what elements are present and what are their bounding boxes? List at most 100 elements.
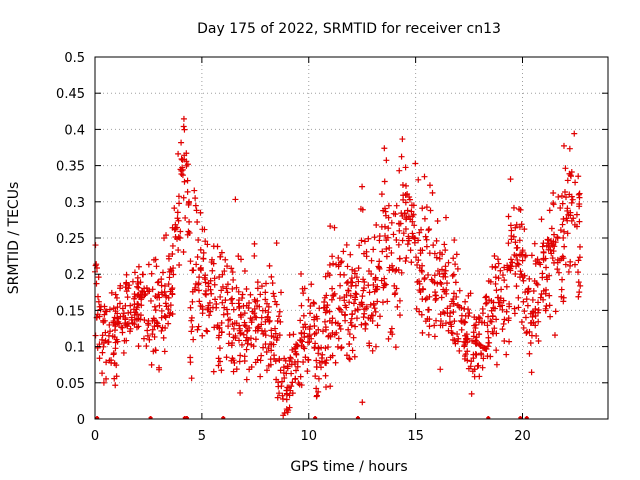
data-point xyxy=(335,335,342,342)
data-point xyxy=(230,325,237,332)
data-point xyxy=(156,302,163,309)
data-point xyxy=(539,243,546,250)
data-point xyxy=(442,247,449,254)
data-point xyxy=(518,251,525,258)
data-point xyxy=(370,301,377,308)
y-tick-label: 0.05 xyxy=(56,377,85,392)
data-point xyxy=(268,273,275,280)
data-point xyxy=(331,331,338,338)
data-point xyxy=(171,205,178,212)
data-point xyxy=(568,217,575,224)
data-point xyxy=(131,269,138,276)
data-point xyxy=(226,331,233,338)
data-point xyxy=(322,273,329,280)
data-point xyxy=(402,225,409,232)
data-point xyxy=(392,211,399,218)
data-point xyxy=(194,218,201,225)
data-point xyxy=(172,221,179,228)
data-point xyxy=(440,273,447,280)
data-point xyxy=(363,248,370,255)
data-point xyxy=(147,297,154,304)
data-point xyxy=(120,349,127,356)
data-point xyxy=(293,367,300,374)
data-point xyxy=(361,306,368,313)
data-point xyxy=(286,357,293,364)
y-axis-label: SRMTID / TECUs xyxy=(6,182,22,295)
data-point xyxy=(159,324,166,331)
data-point xyxy=(516,237,523,244)
data-point xyxy=(233,366,240,373)
data-point xyxy=(383,237,390,244)
data-point xyxy=(352,290,359,297)
data-point xyxy=(398,153,405,160)
data-point xyxy=(280,412,287,419)
data-point xyxy=(306,332,313,339)
data-point xyxy=(322,372,329,379)
data-point xyxy=(110,351,117,358)
data-point xyxy=(414,278,421,285)
data-point xyxy=(372,343,379,350)
data-point xyxy=(265,362,272,369)
data-point xyxy=(103,359,110,366)
data-point xyxy=(482,294,489,301)
data-point xyxy=(430,242,437,249)
data-point xyxy=(175,193,182,200)
data-point xyxy=(175,217,182,224)
data-point xyxy=(503,308,510,315)
data-point xyxy=(497,267,504,274)
data-point xyxy=(385,225,392,232)
data-point xyxy=(393,202,400,209)
data-point xyxy=(558,192,565,199)
data-point xyxy=(332,359,339,366)
data-point xyxy=(356,242,363,249)
y-tick-label: 0.1 xyxy=(64,341,85,356)
data-point xyxy=(559,200,566,207)
data-point xyxy=(403,214,410,221)
data-point xyxy=(290,331,297,338)
data-point xyxy=(325,344,332,351)
data-point xyxy=(313,357,320,364)
data-point xyxy=(341,297,348,304)
data-point xyxy=(385,214,392,221)
data-point xyxy=(560,255,567,262)
data-point xyxy=(218,287,225,294)
data-point xyxy=(177,228,184,235)
chart-title: Day 175 of 2022, SRMTID for receiver cn1… xyxy=(197,21,501,37)
data-point xyxy=(417,247,424,254)
data-point xyxy=(398,210,405,217)
data-point xyxy=(238,256,245,263)
data-point xyxy=(501,277,508,284)
data-point xyxy=(347,251,354,258)
data-point xyxy=(520,324,527,331)
data-point xyxy=(169,242,176,249)
data-point xyxy=(561,189,568,196)
data-point xyxy=(294,363,301,370)
data-point xyxy=(439,322,446,329)
data-point xyxy=(124,294,131,301)
data-point xyxy=(221,304,228,311)
data-point xyxy=(265,303,272,310)
data-point xyxy=(236,322,243,329)
data-point xyxy=(341,312,348,319)
data-point xyxy=(385,202,392,209)
data-point xyxy=(366,342,373,349)
data-point xyxy=(577,282,584,289)
data-point xyxy=(365,235,372,242)
data-point xyxy=(537,261,544,268)
data-point xyxy=(476,373,483,380)
data-point xyxy=(359,206,366,213)
data-point xyxy=(489,263,496,270)
data-point xyxy=(307,310,314,317)
data-point xyxy=(535,299,542,306)
data-point xyxy=(306,325,313,332)
data-point xyxy=(423,204,430,211)
data-point xyxy=(429,189,436,196)
data-point xyxy=(463,335,470,342)
data-point xyxy=(575,173,582,180)
data-point xyxy=(315,375,322,382)
data-point xyxy=(286,404,293,411)
data-point xyxy=(264,316,271,323)
data-point xyxy=(270,290,277,297)
data-point xyxy=(500,297,507,304)
data-point xyxy=(542,290,549,297)
